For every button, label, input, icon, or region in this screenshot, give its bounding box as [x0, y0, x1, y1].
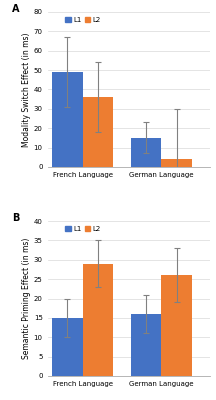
Bar: [161, 159, 192, 167]
Y-axis label: Modality Switch Effect (in ms): Modality Switch Effect (in ms): [22, 32, 31, 147]
Bar: [52, 72, 83, 167]
Y-axis label: Semantic Priming Effect (in ms): Semantic Priming Effect (in ms): [22, 238, 31, 359]
Bar: [83, 97, 113, 167]
Bar: [83, 264, 113, 376]
Bar: [131, 138, 161, 167]
Bar: [52, 318, 83, 376]
Text: B: B: [12, 213, 19, 223]
Legend: L1, L2: L1, L2: [64, 16, 102, 24]
Bar: [131, 314, 161, 376]
Legend: L1, L2: L1, L2: [64, 224, 102, 233]
Bar: [161, 275, 192, 376]
Text: A: A: [12, 4, 19, 14]
